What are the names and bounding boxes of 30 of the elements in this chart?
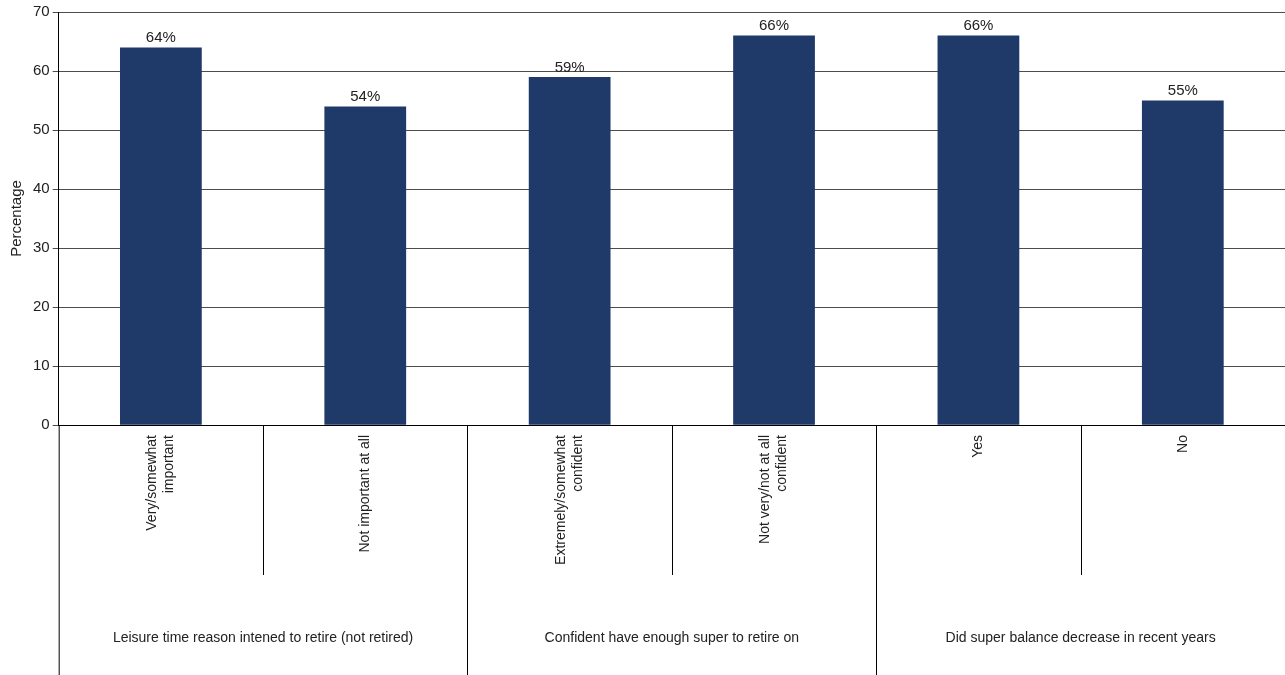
- bar: [937, 35, 1020, 425]
- bar: [733, 35, 815, 425]
- data-label: 55%: [1167, 81, 1198, 99]
- text: Did super balance decrease in recent years: [945, 628, 1216, 645]
- y-tick-label: 40: [33, 179, 50, 197]
- y-tick-label: 10: [33, 356, 50, 374]
- x-tick-label: Not important at all: [356, 435, 373, 553]
- y-tick-label: 60: [33, 61, 50, 79]
- text: Confident have enough super to retire on: [544, 628, 800, 645]
- x-tick-label: Very/somewhat important: [143, 434, 177, 531]
- data-label: 66%: [963, 16, 994, 34]
- y-tick-label: 50: [33, 120, 50, 138]
- bar: [120, 47, 202, 425]
- x-tick-label: Not very/not at all confident: [756, 434, 790, 544]
- bar: [324, 106, 407, 425]
- y-tick-label: 70: [33, 2, 50, 20]
- data-label: 64%: [145, 28, 176, 46]
- y-tick-label: 20: [33, 297, 50, 315]
- data-label: 54%: [350, 87, 381, 105]
- bar: [1141, 100, 1224, 425]
- y-tick-label: 30: [33, 238, 50, 256]
- x-tick-label: Yes: [969, 435, 986, 458]
- data-label: 66%: [759, 16, 790, 34]
- x-tick-label: Extremely/somewhat confident: [552, 434, 586, 565]
- text: Leisure time reason intened to retire (not retired): [112, 628, 414, 645]
- x-tick-label: No: [1173, 434, 1190, 453]
- y-tick-label: 0: [41, 415, 50, 433]
- bar: [528, 76, 611, 425]
- y-axis-title: Percentage: [7, 180, 25, 257]
- data-label: 59%: [554, 57, 585, 75]
